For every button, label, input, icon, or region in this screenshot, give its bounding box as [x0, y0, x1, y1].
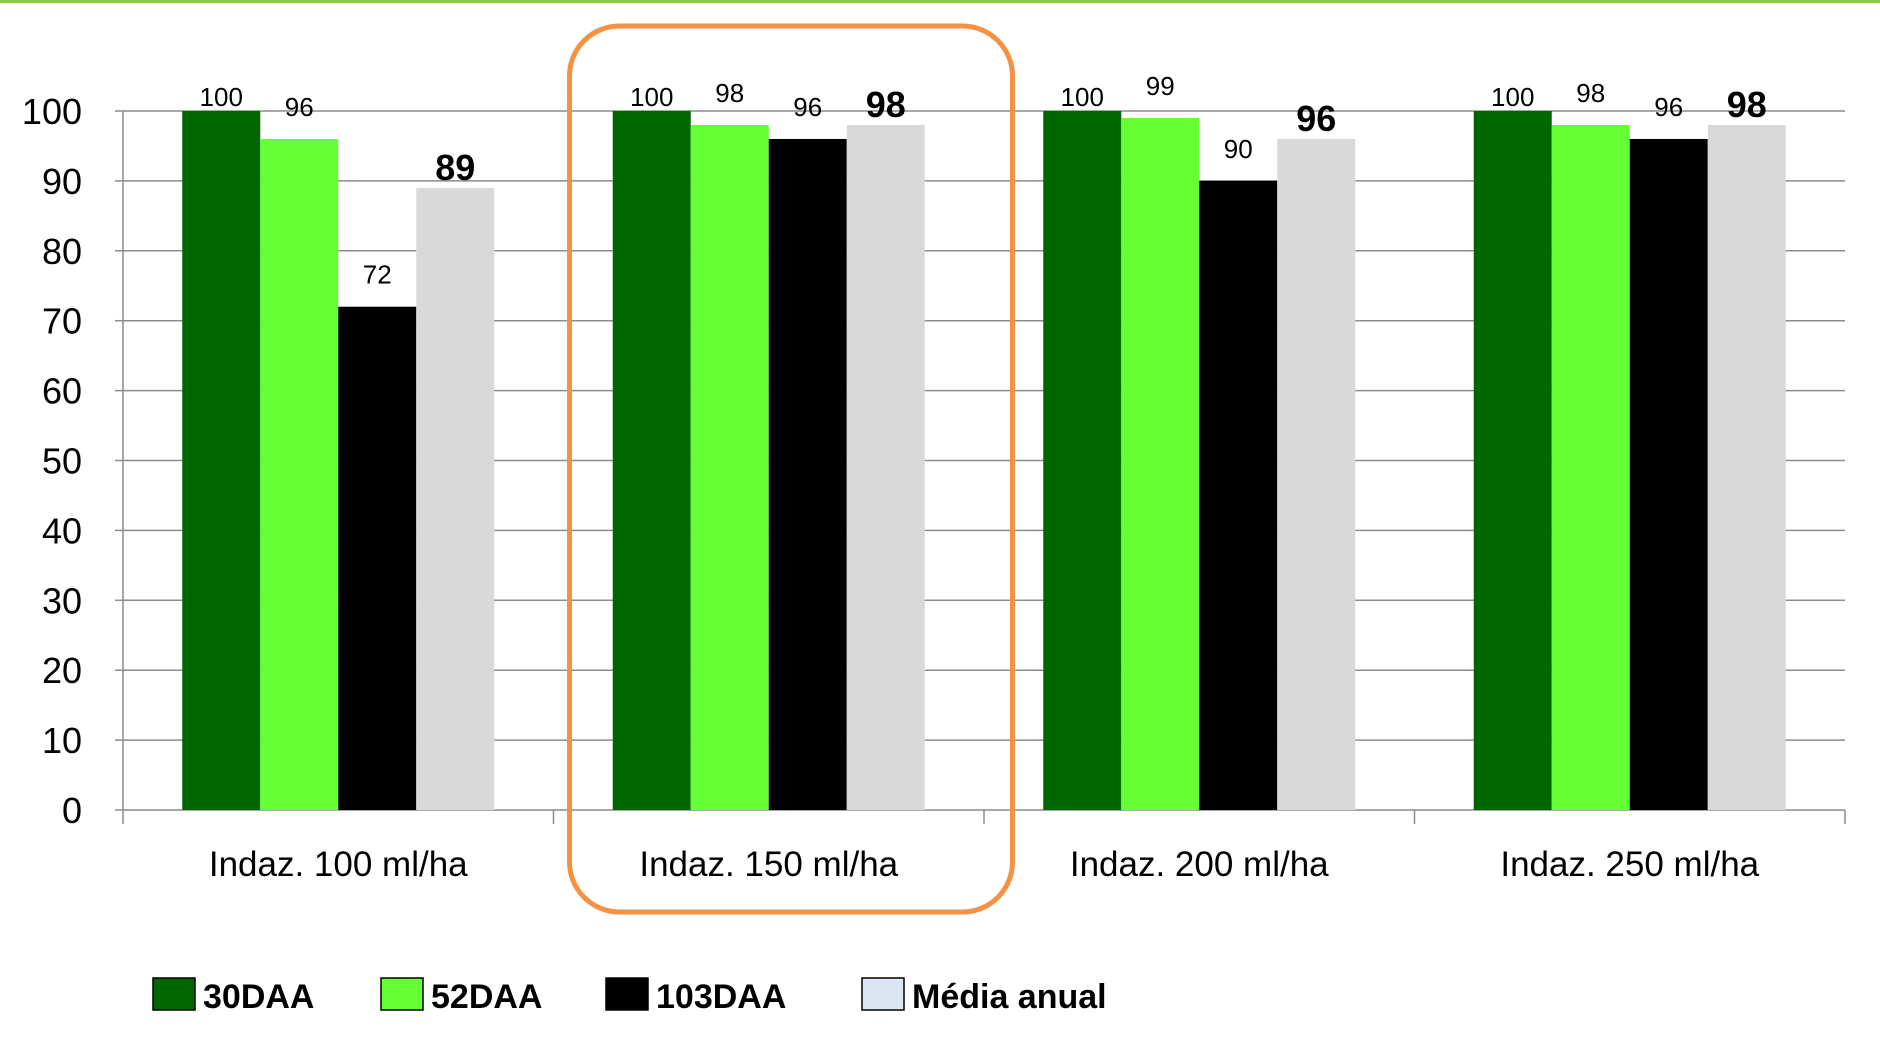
data-label: 100 — [200, 82, 243, 112]
bar — [1551, 124, 1630, 811]
x-category-label: Indaz. 100 ml/ha — [209, 845, 468, 884]
x-category-label: Indaz. 200 ml/ha — [1070, 845, 1329, 884]
data-label: 100 — [1491, 82, 1534, 112]
data-label: 96 — [793, 92, 822, 122]
y-tick-label: 50 — [42, 441, 82, 482]
legend-label: 103DAA — [656, 978, 786, 1016]
data-label: 98 — [1576, 78, 1605, 108]
y-tick-label: 30 — [42, 580, 82, 621]
bar — [1707, 124, 1786, 811]
data-label: 96 — [1654, 92, 1683, 122]
y-tick-label: 100 — [22, 91, 82, 132]
bar — [182, 111, 261, 810]
data-label: 100 — [630, 82, 673, 112]
y-tick-label: 0 — [62, 790, 82, 831]
legend-label: 52DAA — [431, 978, 542, 1016]
bar — [1473, 111, 1552, 810]
bar — [612, 111, 691, 810]
x-category-label: Indaz. 150 ml/ha — [639, 845, 898, 884]
y-tick-label: 10 — [42, 720, 82, 761]
y-tick-label: 60 — [42, 371, 82, 412]
highlight-box — [567, 23, 1015, 915]
x-category-label: Indaz. 250 ml/ha — [1500, 845, 1759, 884]
bar — [690, 124, 769, 811]
legend-swatch — [152, 977, 196, 1011]
data-label: 72 — [363, 260, 392, 290]
bar — [1043, 111, 1122, 810]
bar — [416, 187, 495, 810]
y-tick-label: 90 — [42, 161, 82, 202]
legend-label: 30DAA — [203, 978, 314, 1016]
y-tick-label: 70 — [42, 301, 82, 342]
legend-label: Média anual — [912, 978, 1107, 1016]
legend-swatch — [380, 977, 424, 1011]
data-label: 96 — [285, 92, 314, 122]
bar — [768, 138, 847, 810]
data-label: 99 — [1146, 71, 1175, 101]
top-rule — [0, 0, 1880, 3]
bar — [846, 124, 925, 811]
data-label: 100 — [1061, 82, 1104, 112]
legend-swatch — [605, 977, 649, 1011]
bar — [338, 306, 417, 810]
bar — [260, 138, 339, 810]
data-label: 98 — [715, 78, 744, 108]
data-label: 90 — [1224, 134, 1253, 164]
y-tick-label: 20 — [42, 650, 82, 691]
y-tick-label: 80 — [42, 231, 82, 272]
data-label: 98 — [866, 84, 906, 125]
bar — [1277, 138, 1356, 810]
bar — [1629, 138, 1708, 810]
y-tick-label: 40 — [42, 510, 82, 551]
data-label: 89 — [435, 147, 475, 188]
bar — [1121, 117, 1200, 811]
bar — [1199, 180, 1278, 810]
data-label: 96 — [1296, 98, 1336, 139]
data-label: 98 — [1727, 84, 1767, 125]
legend-swatch — [861, 977, 905, 1011]
